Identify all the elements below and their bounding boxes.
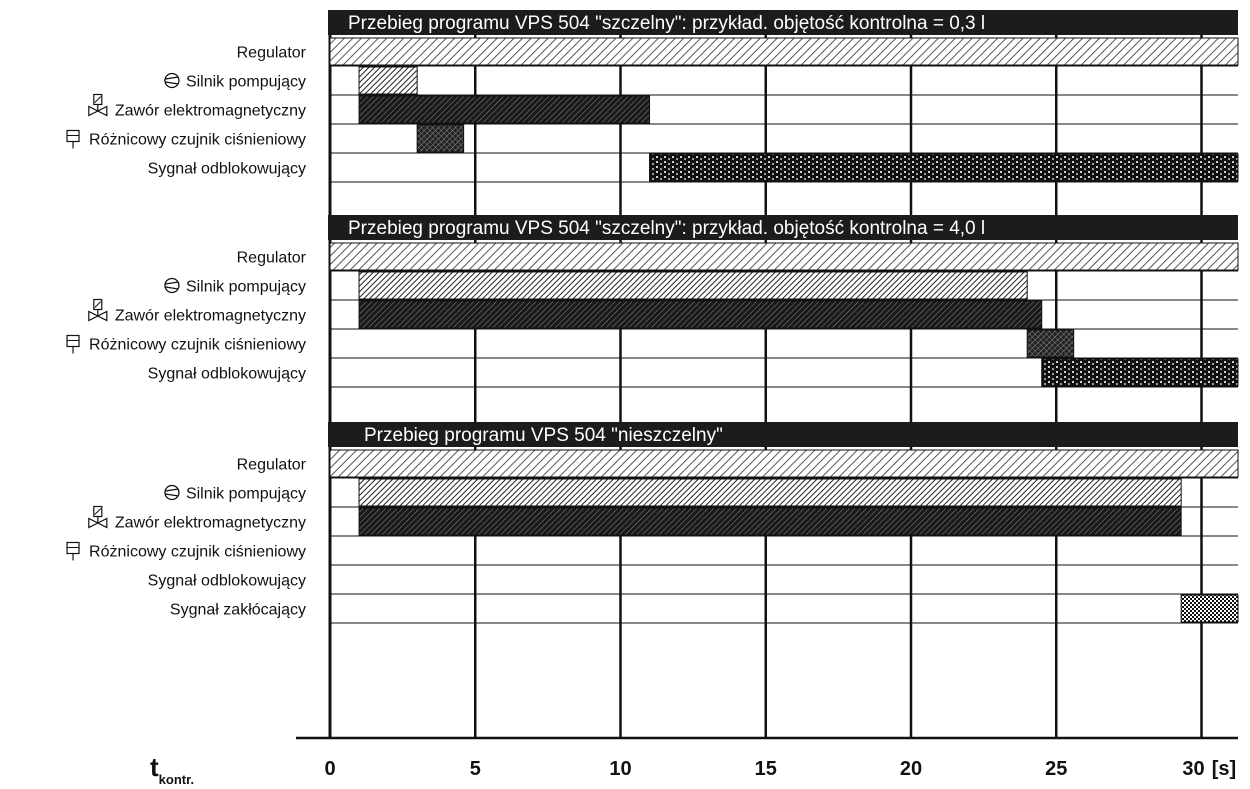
row-zawor-elektromagnetyczny: Zawór elektromagnetyczny (88, 505, 1238, 537)
row-silnik-pompujacy: Silnik pompujący (164, 478, 1238, 508)
row-label: Sygnał odblokowujący (148, 161, 306, 178)
bar-silnik-pompujacy (358, 66, 418, 95)
row-label: Zawór elektromagnetyczny (115, 103, 306, 120)
row-sygnal-odblokowujacy: Sygnał odblokowujący (148, 358, 1239, 388)
bar-zawor-elektromagnetyczny (358, 507, 1182, 536)
row-label: Zawór elektromagnetyczny (115, 308, 306, 325)
time-axis: 0 5 10 15 20 25 30 [s] tkontr. (150, 736, 1238, 787)
panel-title-bar (328, 10, 1238, 35)
pressure-sensor-icon (66, 129, 80, 149)
row-label: Sygnał odblokowujący (148, 573, 306, 590)
bar-regulator (329, 449, 1239, 478)
row-label: Silnik pompujący (186, 486, 306, 503)
row-label: Regulator (237, 45, 307, 62)
bar-sygnal-odblokowujacy (1041, 358, 1239, 387)
pressure-sensor-icon (66, 334, 80, 354)
tick-label-5: 5 (470, 758, 481, 780)
row-zawor-elektromagnetyczny: Zawór elektromagnetyczny (88, 298, 1238, 330)
row-silnik-pompujacy: Silnik pompujący (164, 66, 1238, 96)
tick-label-25: 25 (1045, 758, 1067, 780)
tick-label-20: 20 (900, 758, 922, 780)
row-roznicowy-czujnik-cisnieniowy: Różnicowy czujnik ciśnieniowy (66, 541, 1238, 566)
axis-symbol-subscript: kontr. (159, 772, 194, 787)
row-sygnal-odblokowujacy: Sygnał odblokowujący (148, 153, 1239, 183)
row-sygnal-odblokowujacy: Sygnał odblokowujący (148, 573, 1238, 595)
panel-title: Przebieg programu VPS 504 "szczelny": pr… (348, 13, 985, 34)
row-regulator: Regulator (237, 242, 1239, 272)
pump-circle-icon (164, 484, 180, 501)
tick-label-30: 30 (1182, 758, 1204, 780)
bar-sygnal-odblokowujacy (649, 153, 1239, 182)
bar-sygnal-zaklocajacy (1180, 594, 1239, 623)
tick-label-0: 0 (324, 758, 335, 780)
row-zawor-elektromagnetyczny: Zawór elektromagnetyczny (88, 93, 1238, 125)
tick-label-10: 10 (609, 758, 631, 780)
row-label: Sygnał zakłócający (170, 602, 306, 619)
row-label: Sygnał odblokowujący (148, 366, 306, 383)
panel-title: Przebieg programu VPS 504 "szczelny": pr… (348, 218, 985, 239)
row-regulator: Regulator (237, 37, 1239, 67)
bar-roznicowy-czujnik-cisnieniowy (1026, 329, 1075, 358)
row-label: Różnicowy czujnik ciśnieniowy (89, 544, 306, 561)
bar-roznicowy-czujnik-cisnieniowy (416, 124, 465, 153)
row-sygnal-zaklocajacy: Sygnał zakłócający (170, 594, 1239, 624)
row-label: Regulator (237, 250, 307, 267)
row-label: Różnicowy czujnik ciśnieniowy (89, 337, 306, 354)
bar-silnik-pompujacy (358, 271, 1028, 300)
panel-2: Przebieg programu VPS 504 "szczelny": pr… (66, 215, 1239, 388)
row-label: Zawór elektromagnetyczny (115, 515, 306, 532)
tick-label-15: 15 (755, 758, 777, 780)
row-label: Silnik pompujący (186, 279, 306, 296)
row-roznicowy-czujnik-cisnieniowy: Różnicowy czujnik ciśnieniowy (66, 124, 1238, 154)
panel-1: Przebieg programu VPS 504 "szczelny": pr… (66, 10, 1239, 183)
axis-unit: [s] (1212, 758, 1236, 780)
panel-title-bar (328, 215, 1238, 240)
solenoid-valve-icon (88, 298, 108, 322)
pressure-sensor-icon (66, 541, 80, 561)
solenoid-valve-icon (88, 505, 108, 529)
axis-symbol-main: t (150, 752, 159, 782)
bar-regulator (329, 242, 1239, 271)
panel-title: Przebieg programu VPS 504 "nieszczelny" (364, 425, 723, 446)
pump-circle-icon (164, 277, 180, 294)
panels: Przebieg programu VPS 504 "szczelny": pr… (66, 10, 1239, 624)
bar-zawor-elektromagnetyczny (358, 300, 1043, 329)
solenoid-valve-icon (88, 93, 108, 117)
bar-silnik-pompujacy (358, 478, 1182, 507)
row-label: Różnicowy czujnik ciśnieniowy (89, 132, 306, 149)
bar-zawor-elektromagnetyczny (358, 95, 651, 124)
row-silnik-pompujacy: Silnik pompujący (164, 271, 1238, 301)
pump-circle-icon (164, 72, 180, 89)
bar-regulator (329, 37, 1239, 66)
panel-3: Przebieg programu VPS 504 "nieszczelny" R… (66, 422, 1239, 624)
panel-title-bar (328, 422, 1238, 447)
row-regulator: Regulator (237, 449, 1239, 479)
row-label: Regulator (237, 457, 307, 474)
axis-symbol: tkontr. (150, 752, 194, 787)
row-roznicowy-czujnik-cisnieniowy: Różnicowy czujnik ciśnieniowy (66, 329, 1238, 359)
row-label: Silnik pompujący (186, 74, 306, 91)
